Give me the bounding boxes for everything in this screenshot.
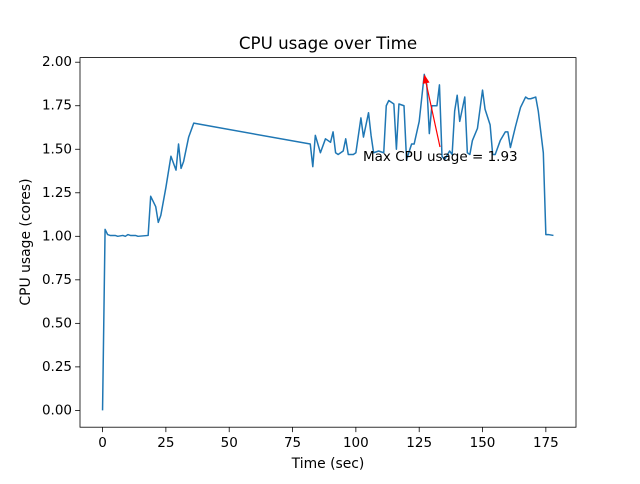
x-tick-label: 125 — [406, 435, 432, 451]
y-tick-label: 0.25 — [42, 359, 72, 375]
data-line — [101, 73, 554, 411]
y-tick-label: 0.75 — [42, 272, 72, 288]
annotation-arrowhead — [422, 74, 430, 84]
x-tick-label: 0 — [98, 435, 107, 451]
annotation-arrow — [425, 83, 441, 148]
axes-frame — [79, 57, 577, 428]
chart-title: CPU usage over Time — [239, 33, 417, 53]
x-tick-label: 75 — [284, 435, 301, 451]
y-tick-label: 1.00 — [42, 228, 72, 244]
x-tick-label: 25 — [157, 435, 174, 451]
y-tick-label: 1.50 — [42, 141, 72, 157]
x-tick-label: 100 — [343, 435, 369, 451]
y-tick-label: 1.75 — [42, 98, 72, 114]
y-tick-label: 0.00 — [42, 402, 72, 418]
annotation-text: Max CPU usage = 1.93 — [363, 149, 518, 165]
y-tick-label: 1.25 — [42, 185, 72, 201]
x-tick-label: 175 — [533, 435, 559, 451]
y-axis-label: CPU usage (cores) — [18, 178, 34, 305]
x-tick-label: 150 — [470, 435, 496, 451]
y-tick-label: 2.00 — [42, 54, 72, 70]
x-tick-label: 50 — [221, 435, 238, 451]
x-axis-label: Time (sec) — [291, 456, 365, 472]
y-tick-label: 0.50 — [42, 315, 72, 331]
